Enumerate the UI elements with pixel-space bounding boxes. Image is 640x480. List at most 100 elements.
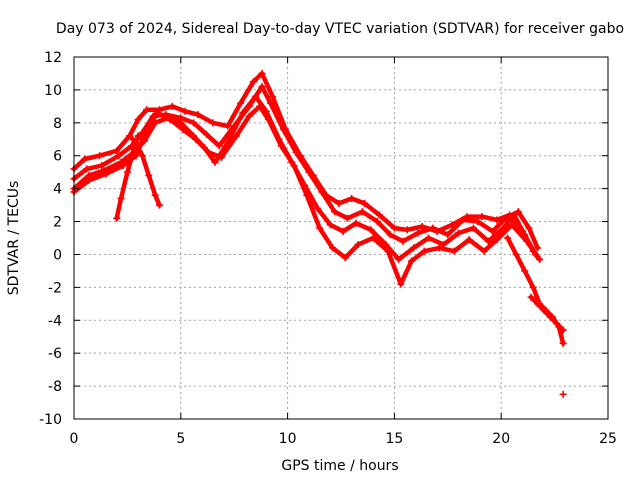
data-point	[448, 221, 456, 229]
data-point	[119, 162, 127, 170]
data-point	[474, 218, 482, 226]
data-point	[126, 132, 134, 140]
data-point	[418, 222, 426, 230]
data-point	[489, 227, 497, 235]
data-point	[459, 216, 467, 224]
data-point	[85, 176, 93, 184]
data-point	[267, 99, 275, 107]
data-point	[151, 191, 159, 199]
data-point	[123, 168, 131, 176]
data-point	[425, 234, 433, 242]
data-point	[534, 300, 542, 308]
data-point	[559, 339, 567, 347]
y-tick-label: -10	[39, 412, 62, 428]
chart-title: Day 073 of 2024, Sidereal Day-to-day VTE…	[56, 21, 624, 37]
data-point	[514, 208, 522, 216]
y-tick-label: 2	[53, 215, 62, 231]
data-point	[480, 247, 488, 255]
data-point	[326, 221, 334, 229]
data-point	[352, 219, 360, 227]
data-point	[454, 229, 462, 237]
y-tick-label: 6	[53, 149, 62, 165]
data-point	[512, 250, 520, 258]
y-tick-label: -8	[48, 379, 62, 395]
data-point	[348, 195, 356, 203]
data-point	[211, 158, 219, 166]
data-point	[508, 221, 516, 229]
data-point	[290, 162, 298, 170]
x-axis-label: GPS time / hours	[281, 458, 398, 474]
data-point	[217, 153, 225, 161]
data-point	[192, 135, 200, 143]
data-point	[179, 125, 187, 133]
data-point	[181, 107, 189, 115]
x-tick-label: 10	[279, 431, 297, 447]
data-point	[318, 188, 326, 196]
data-point	[420, 247, 428, 255]
data-point	[143, 127, 151, 135]
data-point	[215, 142, 223, 150]
y-tick-label: -2	[48, 280, 62, 296]
series-outlier	[559, 390, 567, 398]
x-tick-label: 5	[176, 431, 185, 447]
y-tick-label: -6	[48, 346, 62, 362]
y-tick-label: -4	[48, 313, 62, 329]
data-point	[510, 211, 518, 219]
data-point	[202, 130, 210, 138]
data-point	[469, 224, 477, 232]
data-point	[360, 199, 368, 207]
data-point	[190, 119, 198, 127]
plot-frame	[73, 56, 609, 420]
grid-layer	[74, 57, 608, 419]
data-point	[493, 236, 501, 244]
data-point	[390, 224, 398, 232]
y-axis-label: SDTVAR / TECUs	[6, 181, 22, 296]
data-point	[168, 102, 176, 110]
data-point	[113, 147, 121, 155]
series-track-2	[70, 83, 542, 252]
data-point	[478, 213, 486, 221]
data-point	[341, 254, 349, 262]
data-point	[130, 145, 138, 153]
data-point	[331, 208, 339, 216]
data-point	[303, 191, 311, 199]
data-point	[525, 224, 533, 232]
data-point	[143, 106, 151, 114]
data-point	[358, 208, 366, 216]
data-point	[484, 237, 492, 245]
data-point	[403, 226, 411, 234]
data-point	[414, 229, 422, 237]
series-line	[71, 94, 538, 262]
data-point	[153, 109, 161, 117]
data-point	[269, 92, 277, 100]
data-point	[98, 162, 106, 170]
data-point	[237, 99, 245, 107]
data-point	[395, 255, 403, 263]
data-point	[155, 201, 163, 209]
data-point	[209, 119, 217, 127]
y-tick-label: 12	[44, 50, 62, 66]
data-point	[465, 236, 473, 244]
data-point	[546, 313, 554, 321]
data-point	[529, 283, 537, 291]
data-point	[354, 241, 362, 249]
data-point	[314, 204, 322, 212]
data-point	[239, 109, 247, 117]
data-point	[205, 148, 213, 156]
series-track-5	[113, 132, 146, 222]
data-point	[134, 116, 142, 124]
data-point	[249, 78, 257, 86]
data-point	[410, 244, 418, 252]
data-point	[292, 148, 300, 156]
data-point	[96, 152, 104, 160]
data-point	[504, 234, 512, 242]
data-point	[145, 171, 153, 179]
data-point	[559, 390, 567, 398]
data-point	[279, 125, 287, 133]
data-point	[256, 102, 264, 110]
series-layer	[70, 69, 567, 398]
label-layer: 0 5 10 15 20 25 -10 -8 -6 -4 -2 0 2 4 6 8 10 12	[39, 50, 617, 447]
data-point	[134, 132, 142, 140]
data-point	[335, 199, 343, 207]
